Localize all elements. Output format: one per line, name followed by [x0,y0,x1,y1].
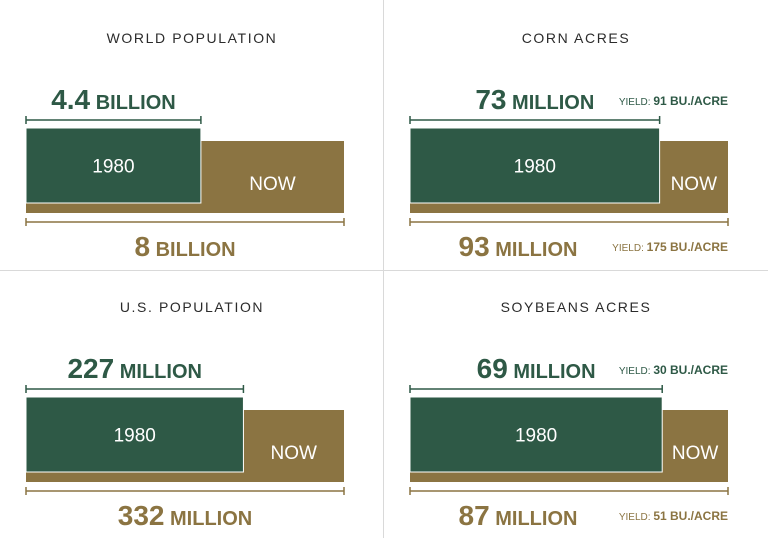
value-label-1980: 69 MILLION [477,353,596,384]
panel-us-population: U.S. POPULATION 1980 NOW 227 MILLION 332 MI… [0,269,384,538]
value-label-now: 332 MILLION [118,500,252,531]
panel-soybeans-acres: SOYBEANS ACRES 1980 NOW 69 MILLION 87 MILLI… [384,269,768,538]
horizontal-divider [0,270,768,271]
bar-label-1980: 1980 [92,157,134,178]
panel-corn-acres: CORN ACRES 1980 NOW 73 MILLION 93 MILLION YI… [384,0,768,269]
chart-title: WORLD POPULATION [106,30,278,46]
value-label-1980: 4.4 BILLION [51,84,175,115]
bar-label-1980: 1980 [515,426,557,447]
chart-title: U.S. POPULATION [119,299,265,315]
bar-label-now: NOW [270,443,317,464]
bar-1980 [409,127,661,204]
chart-us-population: 1980 NOW 227 MILLION 332 MILLION [25,353,345,531]
value-label-now: 87 MILLION [459,500,578,531]
yield-label-1980: YIELD: 91 BU./ACRE [619,94,728,108]
value-label-1980: 227 MILLION [67,353,201,384]
chart-world-population: 1980 NOW 4.4 BILLION 8 BILLION [25,84,345,262]
bar-label-now: NOW [671,174,718,195]
panel-world-population: WORLD POPULATION 1980 NOW 4.4 BILLION 8 BIL… [0,0,384,269]
yield-label-1980: YIELD: 30 BU./ACRE [619,363,728,377]
bar-label-1980: 1980 [114,426,156,447]
bar-label-now: NOW [672,443,719,464]
bar-label-now: NOW [249,174,296,195]
value-label-now: 93 MILLION [459,231,578,262]
vertical-divider [383,0,384,538]
yield-label-now: YIELD: 175 BU./ACRE [612,240,728,254]
bar-1980 [25,127,202,204]
value-label-1980: 73 MILLION [475,84,594,115]
chart-corn-acres: 1980 NOW 73 MILLION 93 MILLION YIELD: 91 BU.… [409,84,729,262]
chart-title: CORN ACRES [521,30,631,46]
bar-1980 [25,396,244,473]
bar-1980 [409,396,663,473]
bar-label-1980: 1980 [514,157,556,178]
value-label-now: 8 BILLION [134,231,235,262]
yield-label-now: YIELD: 51 BU./ACRE [619,509,728,523]
chart-title: SOYBEANS ACRES [500,299,652,315]
chart-soybeans-acres: 1980 NOW 69 MILLION 87 MILLION YIELD: 30 BU.… [409,353,729,531]
